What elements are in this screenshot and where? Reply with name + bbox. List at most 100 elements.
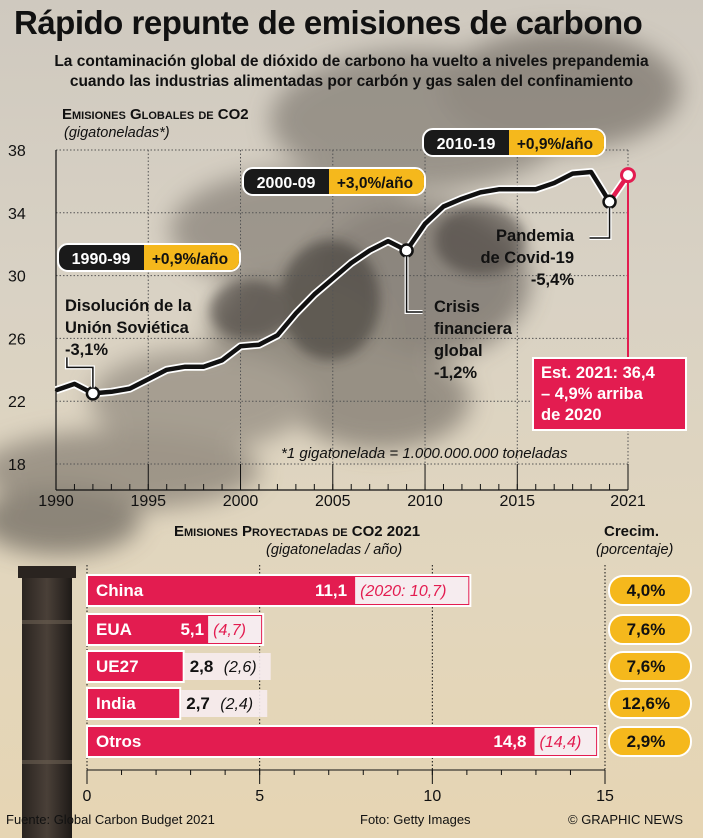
annotation-crisis-text: -1,2%	[434, 364, 477, 382]
data-point	[534, 188, 537, 191]
data-point	[442, 205, 445, 208]
event-marker	[85, 386, 101, 401]
data-point	[73, 382, 76, 386]
data-point	[128, 387, 132, 390]
growth-label: 12,6%	[622, 694, 670, 713]
data-point	[589, 170, 593, 174]
bar-outside-panel	[184, 653, 271, 680]
annotation-covid-text: -5,4%	[531, 271, 574, 289]
data-point	[257, 343, 261, 346]
line-chart-title: Emisiones Globales de CO2	[62, 106, 249, 123]
data-point	[368, 249, 371, 252]
subtitle-line-2: cuando las industrias alimentadas por ca…	[69, 73, 634, 90]
rate-badge-fill-corner	[144, 245, 156, 270]
bar-category-label: India	[96, 694, 136, 713]
annotation-ussr-text: -3,1%	[65, 341, 108, 359]
growth-label: 7,6%	[627, 620, 666, 639]
bar-outside-panel	[181, 690, 268, 717]
rate-badge-fill	[509, 130, 604, 155]
data-point	[202, 365, 205, 368]
decade-period-label: 2000-09	[257, 175, 316, 192]
growth-pill	[608, 688, 692, 719]
annotation-crisis-text: global	[434, 342, 483, 360]
footer-copyright: © GRAPHIC NEWS	[568, 812, 684, 827]
decade-badge: 2010-19 +0,9%/año	[422, 128, 606, 157]
bar-category-label: China	[96, 581, 144, 600]
growth-pill	[608, 614, 692, 645]
data-point	[552, 181, 556, 185]
bar-value-label: 14,8	[493, 732, 526, 751]
data-point	[294, 312, 298, 315]
event-marker	[602, 194, 617, 210]
annotation-crisis-text: financiera	[434, 320, 513, 338]
bar-previous-panel	[355, 577, 469, 604]
x-tick-label: 2000	[223, 493, 259, 510]
annotation-leader	[589, 207, 611, 239]
annotation-leader	[66, 357, 94, 388]
bar-value-label: 2,7	[186, 694, 210, 713]
rate-badge-fill-corner	[329, 169, 341, 194]
x-tick-label: 2005	[315, 493, 351, 510]
estimate-callout-box	[532, 357, 687, 431]
footer-source: Fuente: Global Carbon Budget 2021	[6, 812, 215, 827]
data-point	[183, 365, 187, 368]
x-tick-label: 1995	[130, 493, 166, 510]
annotation-leader-halo	[404, 256, 423, 314]
data-point	[147, 378, 150, 381]
page-title: Rápido repunte de emisiones de carbono	[14, 4, 643, 41]
decade-badge: 1990-99 +0,9%/año	[57, 243, 241, 272]
bar	[86, 725, 600, 758]
annotation-covid-text: Pandemia	[496, 227, 575, 245]
rate-badge-fill	[329, 169, 424, 194]
bar-category-label: EUA	[96, 620, 132, 639]
annotation-crisis-text: Crisis	[434, 298, 480, 316]
bar-x-tick-label: 10	[423, 788, 441, 805]
bar-x-tick-label: 0	[83, 788, 92, 805]
event-marker	[399, 243, 414, 258]
decade-badge: 2000-09 +3,0%/año	[242, 167, 426, 196]
y-tick-label: 38	[8, 143, 26, 160]
y-tick-label: 34	[8, 206, 26, 223]
growth-label: 4,0%	[627, 581, 666, 600]
bar	[86, 650, 185, 683]
annotation-leader	[405, 256, 423, 313]
bar-value-label: 2,8	[190, 657, 214, 676]
data-point	[479, 191, 482, 194]
data-point	[165, 368, 168, 371]
y-tick-label: 22	[8, 394, 26, 411]
data-point	[516, 188, 519, 191]
data-point	[110, 390, 113, 393]
bar-category-label: UE27	[96, 657, 139, 676]
annotation-ussr-text: Disolución de la	[65, 297, 192, 315]
growth-label: 7,6%	[627, 657, 666, 676]
decade-period-label: 1990-99	[72, 251, 131, 268]
estimate-callout-text: de 2020	[541, 406, 602, 424]
growth-pill	[608, 575, 692, 606]
bar-previous-label: (4,7)	[213, 622, 246, 639]
growth-pill	[608, 726, 692, 757]
data-point	[54, 389, 58, 392]
bar-value-label: 5,1	[180, 620, 204, 639]
x-tick-label: 1990	[38, 493, 74, 510]
decade-rate-label: +3,0%/año	[337, 175, 413, 192]
page-subtitle: La contaminación global de dióxido de ca…	[0, 52, 703, 92]
bar-previous-label: (2,6)	[224, 659, 257, 676]
x-tick-label: 2015	[499, 493, 535, 510]
growth-label: 2,9%	[627, 732, 666, 751]
estimate-callout-text: Est. 2021: 36,4	[541, 364, 656, 382]
bar-value-label: 11,1	[315, 581, 347, 600]
bar-x-tick-label: 5	[255, 788, 264, 805]
data-point	[239, 345, 242, 348]
decade-period-label: 2010-19	[437, 136, 496, 153]
footer-photo-credit: Foto: Getty Images	[360, 812, 471, 827]
line-chart-subtitle: (gigatoneladas*)	[64, 125, 170, 141]
data-point	[423, 222, 427, 225]
bar-previous-label: (2,4)	[220, 696, 253, 713]
x-tick-label: 2010	[407, 493, 443, 510]
decade-rate-label: +0,9%/año	[517, 136, 593, 153]
y-tick-label: 26	[8, 331, 26, 348]
data-point	[331, 277, 334, 280]
bar-previous-panel	[534, 728, 597, 755]
rate-badge-fill-corner	[509, 130, 521, 155]
